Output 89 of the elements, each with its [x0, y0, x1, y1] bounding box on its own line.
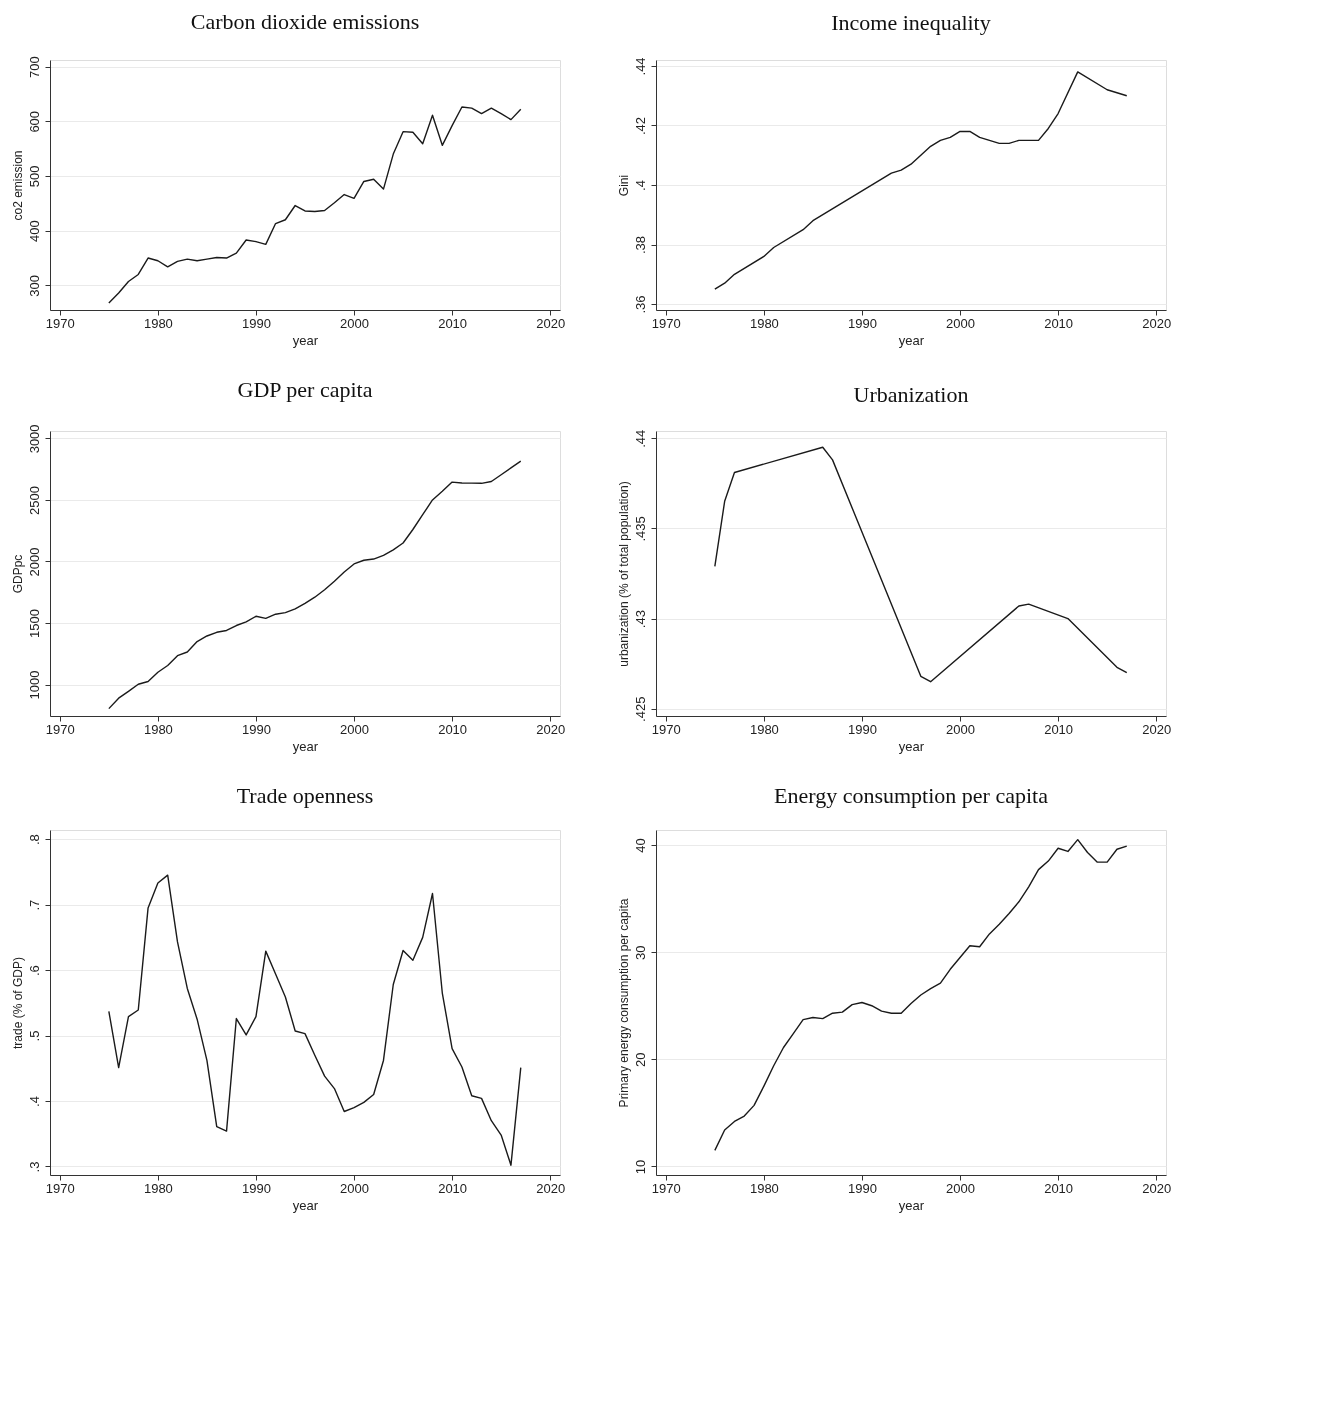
x-tick-label: 2020	[536, 315, 566, 331]
chart-title: Energy consumption per capita	[774, 783, 1049, 808]
y-tick-label: 40	[632, 838, 648, 853]
chart-title: Trade openness	[236, 783, 374, 808]
x-tick-label: 2020	[1142, 1180, 1172, 1196]
y-tick-label: 1000	[26, 670, 42, 700]
x-tick-label: 2020	[536, 1180, 566, 1196]
x-tick-label: 2000	[946, 1180, 975, 1196]
x-tick-label: 1990	[242, 721, 271, 737]
y-tick-label: 20	[632, 1052, 648, 1068]
y-axis-title: GDPpc	[10, 554, 25, 594]
y-tick-label: .5	[26, 1030, 42, 1042]
chart-title: Urbanization	[853, 382, 969, 408]
y-tick-label: .44	[632, 57, 648, 76]
y-axis-title: Primary energy consumption per capita	[616, 898, 631, 1108]
y-tick-label: .3	[26, 1161, 42, 1173]
y-tick-label: .38	[632, 235, 648, 255]
x-axis-title: year	[898, 332, 925, 348]
x-tick-label: 2010	[438, 315, 468, 331]
y-axis-title: urbanization (% of total population)	[616, 481, 631, 667]
y-tick-label: 3000	[26, 424, 42, 454]
x-tick-label: 2000	[340, 721, 369, 737]
x-tick-label: 2010	[1044, 315, 1074, 331]
x-tick-label: 1980	[749, 721, 779, 737]
x-tick-label: 1970	[651, 315, 681, 331]
y-axis-title: Gini	[616, 174, 631, 197]
x-tick-label: 1980	[143, 1180, 173, 1196]
y-tick-label: .435	[632, 516, 648, 542]
x-tick-label: 1980	[143, 315, 173, 331]
x-tick-label: 1990	[848, 1180, 877, 1196]
chart-title: GDP per capita	[237, 376, 373, 402]
x-axis-title: year	[898, 1197, 925, 1213]
x-tick-label: 2020	[536, 721, 566, 737]
y-tick-label: .7	[26, 899, 42, 911]
y-tick-label: .4	[26, 1096, 42, 1107]
x-tick-label: 1970	[45, 315, 75, 331]
y-tick-label: 600	[26, 110, 42, 133]
y-tick-label: .43	[632, 610, 648, 629]
y-tick-label: .6	[26, 965, 42, 977]
x-tick-label: 1990	[242, 1180, 271, 1196]
x-tick-label: 2000	[340, 1180, 369, 1196]
x-tick-label: 1990	[848, 315, 877, 331]
y-tick-label: 400	[26, 220, 42, 243]
chart-title: Income inequality	[831, 9, 991, 35]
x-tick-label: 1970	[651, 721, 681, 737]
x-tick-label: 1970	[651, 1180, 681, 1196]
y-tick-label: .42	[632, 116, 648, 136]
y-tick-label: 2500	[26, 485, 42, 515]
line-series	[108, 460, 522, 710]
y-tick-label: 2000	[26, 547, 42, 577]
x-tick-label: 1970	[45, 721, 75, 737]
x-tick-label: 1980	[143, 721, 173, 737]
x-axis-title: year	[292, 738, 319, 754]
x-tick-label: 1980	[749, 315, 779, 331]
x-tick-label: 2010	[1044, 721, 1074, 737]
line-series	[108, 106, 522, 304]
x-tick-label: 2020	[1142, 721, 1172, 737]
x-tick-label: 2020	[1142, 315, 1172, 331]
line-series	[714, 71, 1128, 290]
y-tick-label: 30	[632, 945, 648, 960]
x-axis-title: year	[292, 1197, 319, 1213]
y-tick-label: .425	[632, 696, 648, 722]
y-tick-label: 10	[632, 1159, 648, 1175]
y-axis-title: co2 emission	[10, 150, 25, 221]
chart-title: Carbon dioxide emissions	[190, 8, 420, 34]
x-tick-label: 2010	[438, 721, 468, 737]
y-axis-title: trade (% of GDP)	[10, 956, 25, 1050]
line-series	[108, 874, 522, 1166]
x-axis-title: year	[898, 738, 925, 754]
x-tick-label: 1970	[45, 1180, 75, 1196]
y-tick-label: .4	[632, 180, 648, 191]
x-tick-label: 2010	[1044, 1180, 1074, 1196]
line-series	[714, 838, 1128, 1152]
y-tick-label: .8	[26, 834, 42, 846]
y-tick-label: 500	[26, 165, 42, 188]
y-tick-label: 1500	[26, 609, 42, 639]
y-tick-label: 700	[26, 56, 42, 78]
x-tick-label: 1990	[242, 315, 271, 331]
x-tick-label: 2000	[340, 315, 369, 331]
y-tick-label: .44	[632, 429, 648, 448]
x-tick-label: 2000	[946, 315, 975, 331]
x-tick-label: 2010	[438, 1180, 468, 1196]
y-tick-label: .36	[632, 295, 648, 314]
x-tick-label: 1980	[749, 1180, 779, 1196]
y-tick-label: 300	[26, 275, 42, 297]
x-axis-title: year	[292, 332, 319, 348]
x-tick-label: 2000	[946, 721, 975, 737]
line-series	[714, 446, 1128, 683]
x-tick-label: 1990	[848, 721, 877, 737]
